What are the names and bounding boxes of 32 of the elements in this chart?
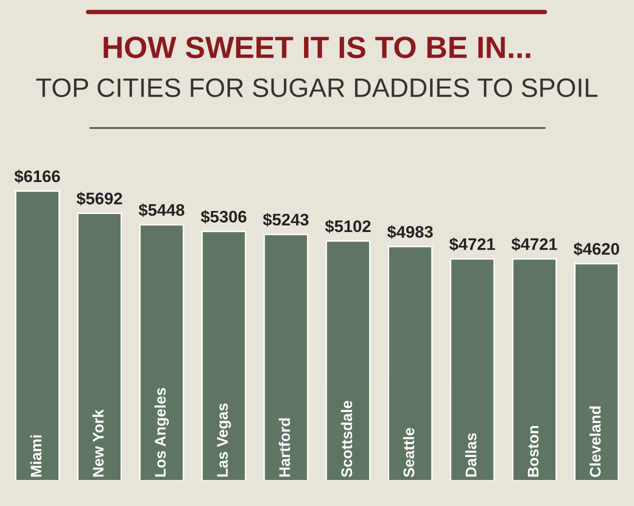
bar <box>263 234 308 481</box>
data-label: $5306 <box>200 210 246 224</box>
bar <box>77 212 122 481</box>
bar <box>201 230 246 481</box>
x-tick-label: Dallas <box>465 433 476 477</box>
data-label: $5102 <box>325 220 371 234</box>
chart-subtitle: TOP CITIES FOR SUGAR DADDIES TO SPOIL <box>36 78 598 98</box>
x-tick-label: Hartford <box>278 418 290 477</box>
data-label: $5692 <box>76 192 122 206</box>
x-tick-label: Los Angeles <box>154 388 169 477</box>
bar <box>139 224 184 481</box>
data-label: $4721 <box>512 238 558 252</box>
x-tick-label: Seattle <box>403 428 414 478</box>
x-tick-label: Boston <box>528 426 539 477</box>
x-tick-label: New York <box>92 409 104 477</box>
x-tick-label: Las Vegas <box>217 403 231 477</box>
bar <box>388 246 433 481</box>
data-label: $4983 <box>387 225 433 239</box>
x-tick-label: Miami <box>30 435 42 477</box>
bar <box>14 190 60 481</box>
data-label: $4620 <box>574 242 620 256</box>
chart-title: HOW SWEET IT IS TO BE IN... <box>104 36 530 58</box>
data-label: $5243 <box>262 213 309 227</box>
bar <box>574 262 620 481</box>
bar <box>512 258 557 481</box>
bar <box>450 258 495 481</box>
data-label: $5448 <box>138 203 184 217</box>
bar <box>326 240 371 481</box>
x-tick-label: Cleveland <box>589 406 601 477</box>
x-tick-label: Scottsdale <box>340 400 352 478</box>
data-label: $6166 <box>14 170 60 184</box>
data-label: $4721 <box>449 238 496 252</box>
